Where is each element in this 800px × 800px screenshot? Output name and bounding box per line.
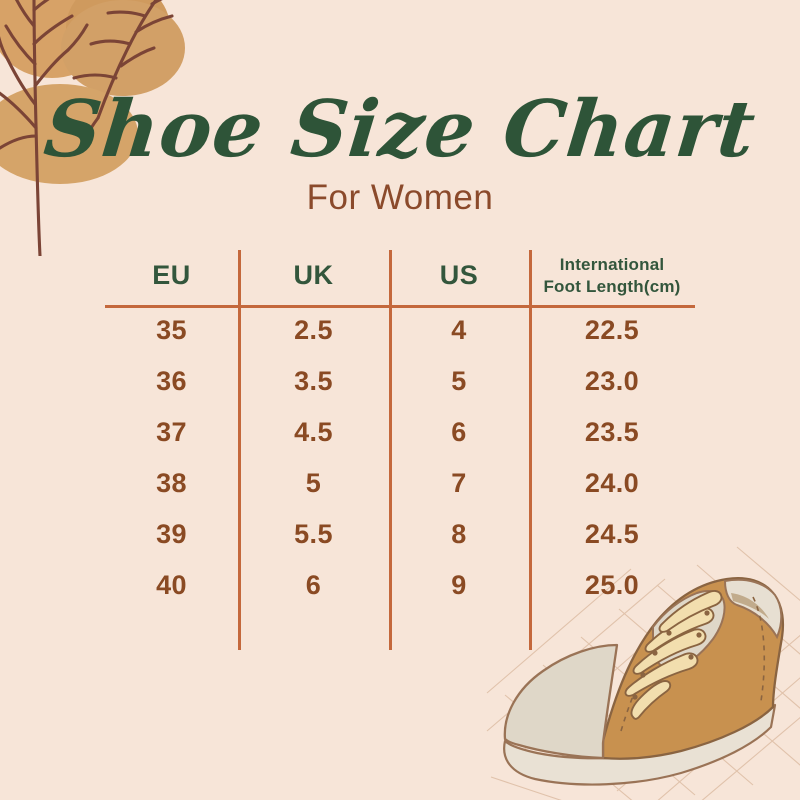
column-header-us-label: US [439,260,479,290]
column-header-uk: UK [238,248,389,305]
header-divider [105,305,695,308]
table-row: 40 [156,570,187,600]
table-row: 38 [156,468,187,498]
page-title: Shoe Size Chart [40,84,761,175]
table-row: 36 [156,366,187,396]
column-header-uk-label: UK [293,260,334,290]
table-row: 35 [156,315,187,345]
table-row: 6 [451,417,467,447]
column-header-foot-length-line2: Foot Length(cm) [543,276,681,296]
table-row: 8 [451,519,467,549]
column-header-foot-length-line1: International [559,254,665,274]
shoe-sole [503,703,777,786]
table-row: 25.0 [584,570,640,600]
table-row: 5.5 [294,519,333,549]
table-row: 23.0 [584,366,640,396]
title-block: Shoe Size Chart For Women [0,84,800,218]
page-subtitle: For Women [306,178,494,218]
sole-stripe [505,700,774,752]
column-header-foot-length: International Foot Length(cm) [529,248,695,305]
column-divider-3 [529,250,532,650]
table-row: 5 [305,468,322,498]
table-row: 7 [451,468,467,498]
table-row: 4 [451,315,467,345]
size-chart-table: EU UK US International Foot Length(cm) 3… [105,248,695,650]
heel-inner-shadow [731,593,769,619]
table-row: 24.0 [584,468,640,498]
table-row: 4.5 [294,417,333,447]
column-header-eu: EU [105,248,238,305]
shoe-collar [723,578,783,640]
table-row: 9 [451,570,467,600]
table-row: 39 [156,519,187,549]
table-row: 5 [451,366,467,396]
table-grid: EU UK US International Foot Length(cm) 3… [105,248,695,650]
column-divider-1 [238,250,241,650]
stitch-line-quarter [752,596,766,702]
table-row: 24.5 [584,519,640,549]
table-row: 23.5 [584,417,640,447]
column-header-eu-label: EU [152,260,191,290]
column-header-us: US [389,248,529,305]
table-row: 3.5 [294,366,333,396]
shoe-toe-cap [503,643,619,760]
table-row: 6 [305,570,322,600]
column-divider-2 [389,250,392,650]
table-row: 22.5 [584,315,640,345]
table-row: 37 [156,417,187,447]
table-row: 2.5 [294,315,333,345]
